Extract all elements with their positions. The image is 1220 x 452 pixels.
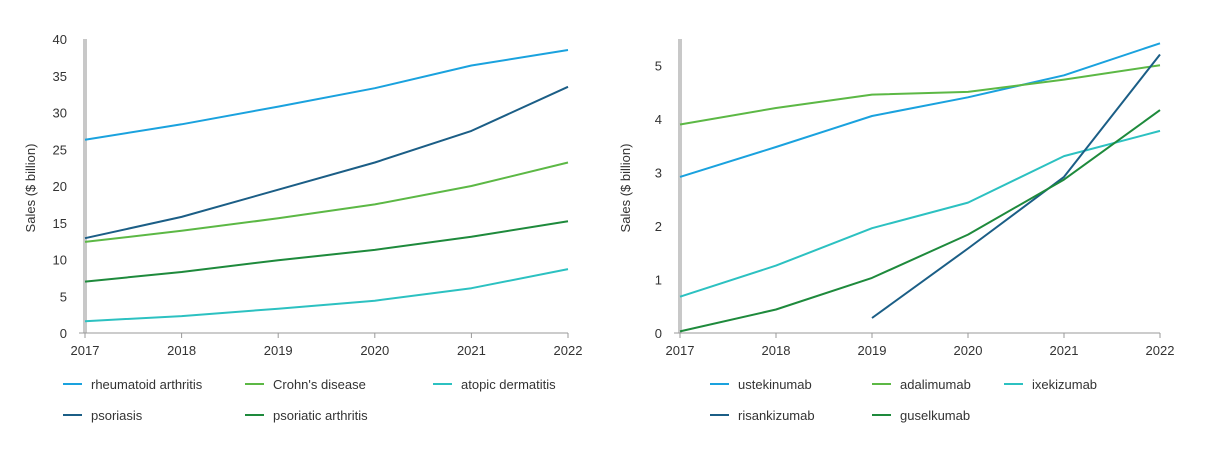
x-tick-label: 2018	[167, 343, 196, 358]
y-axis-label: Sales ($ billion)	[23, 144, 38, 233]
legend: rheumatoid arthritis Crohn's disease atopi…	[63, 377, 556, 423]
x-tick-label: 2021	[1050, 343, 1079, 358]
legend-label: rheumatoid arthritis	[91, 377, 203, 392]
y-tick-label: 30	[53, 106, 67, 121]
x-tick-label: 2017	[666, 343, 695, 358]
y-tick-label: 5	[60, 289, 67, 304]
y-tick-label: 3	[655, 166, 662, 181]
y-tick-label: 25	[53, 142, 67, 157]
y-tick-label: 15	[53, 216, 67, 231]
legend-label: ustekinumab	[738, 377, 812, 392]
y-tick-label: 40	[53, 32, 67, 47]
legend-label: guselkumab	[900, 408, 970, 423]
y-tick-label: 35	[53, 69, 67, 84]
legend: ustekinumab adalimumab ixekizumab risankizu…	[710, 377, 1097, 423]
legend-label: adalimumab	[900, 377, 971, 392]
y-axis-label: Sales ($ billion)	[618, 144, 633, 233]
chart-1: Sales ($ billion) 0 5 10 15 20 25 30 35 40 2017 201…	[23, 32, 582, 423]
series-line-risankizumab	[871, 53, 1161, 319]
legend-label: psoriasis	[91, 408, 143, 423]
x-tick-label: 2020	[954, 343, 983, 358]
x-tick-label: 2017	[71, 343, 100, 358]
series-line-guselkumab	[679, 109, 1161, 333]
x-tick-label: 2022	[554, 343, 583, 358]
x-tick-label: 2019	[264, 343, 293, 358]
y-tick-label: 5	[655, 59, 662, 74]
x-tick-label: 2022	[1146, 343, 1175, 358]
series-line-psoriatic-arthritis	[84, 220, 569, 283]
series-line-psoriasis	[84, 85, 569, 240]
series-line-crohn-s-disease	[84, 161, 569, 243]
y-tick-label: 10	[53, 253, 67, 268]
series-line-adalimumab	[679, 64, 1161, 126]
y-tick-label: 1	[655, 273, 662, 288]
legend-label: ixekizumab	[1032, 377, 1097, 392]
y-tick-label: 0	[655, 326, 662, 341]
series-line-atopic-dermatitis	[84, 268, 569, 323]
legend-label: risankizumab	[738, 408, 815, 423]
legend-label: Crohn's disease	[273, 377, 366, 392]
x-tick-label: 2018	[762, 343, 791, 358]
y-tick-label: 2	[655, 219, 662, 234]
x-tick-label: 2020	[360, 343, 389, 358]
legend-label: atopic dermatitis	[461, 377, 556, 392]
chart-2: Sales ($ billion) 0 1 2 3 4 5 2017 2018 2019 2020 2…	[618, 39, 1174, 423]
series-line-ixekizumab	[679, 129, 1161, 298]
y-tick-label: 20	[53, 179, 67, 194]
series-line-rheumatoid-arthritis	[84, 49, 569, 141]
x-tick-label: 2021	[457, 343, 486, 358]
y-tick-label: 0	[60, 326, 67, 341]
legend-label: psoriatic arthritis	[273, 408, 368, 423]
series-line-ustekinumab	[679, 42, 1161, 178]
x-tick-label: 2019	[858, 343, 887, 358]
y-tick-label: 4	[655, 112, 662, 127]
